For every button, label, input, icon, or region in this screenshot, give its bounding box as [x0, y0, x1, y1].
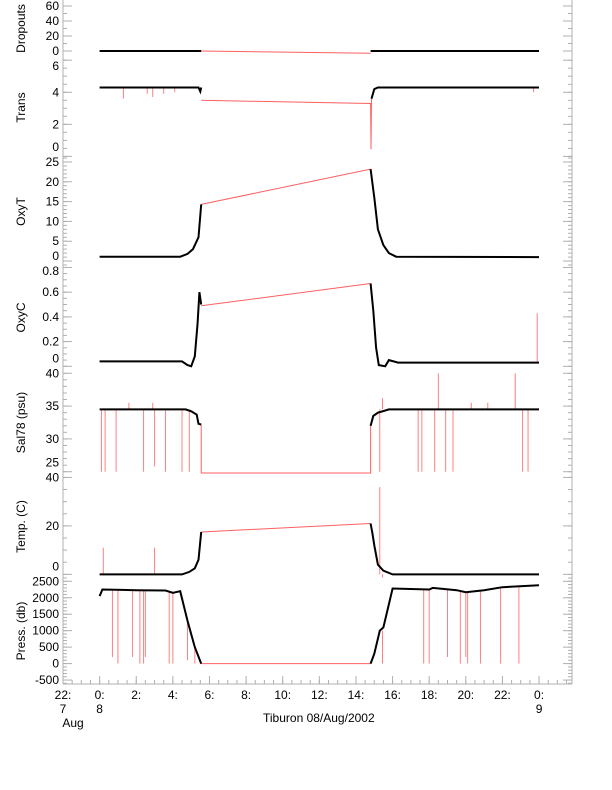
x-tick-label: 2: [131, 688, 141, 702]
x-tick-label: 18: [421, 688, 438, 702]
data-line-after-gap [370, 86, 539, 99]
y-tick-label: 0.2 [42, 335, 59, 349]
y-tick-label: 2000 [32, 591, 59, 605]
x-tick-label: 0: [534, 688, 544, 702]
x-tick-label: 4: [168, 688, 178, 702]
x-tick-day: 7 [60, 702, 67, 716]
y-axis-label: Press. (db) [14, 602, 28, 661]
data-line-before-gap [99, 204, 203, 258]
y-tick-label: 25 [46, 155, 60, 169]
x-tick-month: Aug [62, 716, 83, 730]
y-tick-label: 0 [52, 657, 59, 671]
y-tick-label: 25 [46, 455, 60, 469]
y-tick-label: 40 [46, 470, 60, 484]
x-tick-day: 9 [536, 702, 543, 716]
data-line-before-gap [99, 531, 203, 576]
data-line-after-gap [369, 523, 539, 576]
y-axis-label: Dropouts [14, 4, 28, 53]
gap-line [201, 168, 371, 205]
panel-sal78: 40 35 30 25 Sal78 (psu) [14, 366, 573, 475]
y-tick-label: 0 [52, 559, 59, 573]
data-line-before-gap [99, 86, 203, 95]
x-tick-label: 6: [204, 688, 214, 702]
y-tick-label: 40 [46, 14, 60, 28]
x-tick-day: 8 [96, 702, 103, 716]
gap-line [201, 98, 372, 150]
x-axis-title: Tiburon 08/Aug/2002 [263, 711, 375, 725]
y-tick-label: 0 [52, 249, 59, 263]
y-tick-label: 0 [52, 140, 59, 154]
y-tick-label: 5 [52, 234, 59, 248]
y-tick-label: 20 [46, 29, 60, 43]
panel-press: 2500 2000 1500 1000 500 0 -500 Press. (db) [14, 574, 573, 687]
y-tick-label: 35 [46, 399, 60, 413]
panel-oxyc: 0.8 0.6 0.4 0.2 0 OxyC [14, 264, 573, 370]
y-tick-label: 20 [46, 519, 60, 533]
y-axis-label: Temp. (C) [14, 500, 28, 553]
y-tick-label: -500 [35, 673, 59, 687]
data-line-before-gap [99, 408, 202, 426]
y-axis-label: Trans [14, 92, 28, 122]
x-tick-label: 20: [457, 688, 474, 702]
y-tick-label: 0.6 [42, 285, 59, 299]
y-tick-label: 20 [46, 175, 60, 189]
x-tick-label: 0: [95, 688, 105, 702]
panel-temp: 40 20 0 Temp. (C) [14, 470, 573, 578]
y-tick-label: 2 [52, 117, 59, 131]
y-axis-label: OxyC [14, 302, 28, 332]
panel-trans: 6 4 2 0 Trans [14, 57, 573, 158]
x-tick-label: 16: [384, 688, 401, 702]
data-line-before-gap [99, 292, 203, 368]
y-tick-label: 1500 [32, 607, 59, 621]
gap-line [201, 283, 371, 307]
y-tick-label: 0.8 [42, 264, 59, 278]
x-tick-label: 8: [241, 688, 251, 702]
y-tick-label: 1000 [32, 624, 59, 638]
y-axis-label: Sal78 (psu) [14, 392, 28, 453]
gap-line [200, 424, 372, 474]
y-tick-label: 500 [39, 640, 59, 654]
y-tick-label: 30 [46, 432, 60, 446]
panel-oxyt: 25 20 15 10 50 OxyT [14, 155, 573, 266]
y-axis-label: OxyT [14, 197, 28, 226]
x-tick-label: 10: [274, 688, 291, 702]
y-tick-label: 40 [46, 366, 60, 380]
data-line-after-gap [369, 283, 539, 368]
y-tick-label: 60 [46, 0, 60, 13]
y-tick-label: 10 [46, 214, 60, 228]
y-tick-label: 0 [52, 351, 59, 365]
x-tick-label: 22: [494, 688, 511, 702]
data-line-after-gap [369, 408, 539, 427]
y-tick-label: 4 [52, 85, 59, 99]
data-line-before-gap [98, 588, 203, 664]
x-tick-label: 14: [348, 688, 365, 702]
y-tick-label: 6 [52, 59, 59, 73]
y-tick-label: 2500 [32, 574, 59, 588]
data-line-after-gap [369, 168, 540, 259]
x-tick-label: 22: [55, 688, 72, 702]
x-tick-label: 12: [311, 688, 328, 702]
y-tick-label: 0 [52, 44, 59, 58]
gap-line [201, 50, 371, 54]
gap-line [201, 523, 371, 533]
data-line-after-gap [369, 584, 540, 664]
y-tick-label: 15 [46, 195, 60, 209]
y-tick-label: 0.4 [42, 310, 59, 324]
